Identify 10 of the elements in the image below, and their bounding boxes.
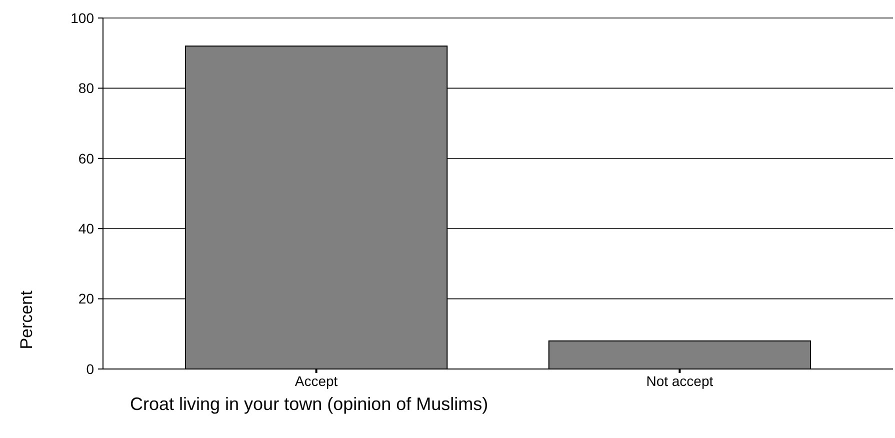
y-tick-label: 20 <box>78 290 94 307</box>
x-tick-label: Not accept <box>646 373 714 389</box>
y-tick-label: 60 <box>78 150 94 166</box>
y-tick-label: 40 <box>78 220 94 236</box>
x-axis-title: Croat living in your town (opinion of Muslims) <box>130 394 488 414</box>
y-tick-label: 100 <box>70 10 94 26</box>
x-tick-label: Accept <box>294 373 338 389</box>
y-tick-label: 80 <box>78 80 94 96</box>
y-tick-label: 0 <box>86 360 94 377</box>
y-axis-title: Percent <box>17 290 36 350</box>
